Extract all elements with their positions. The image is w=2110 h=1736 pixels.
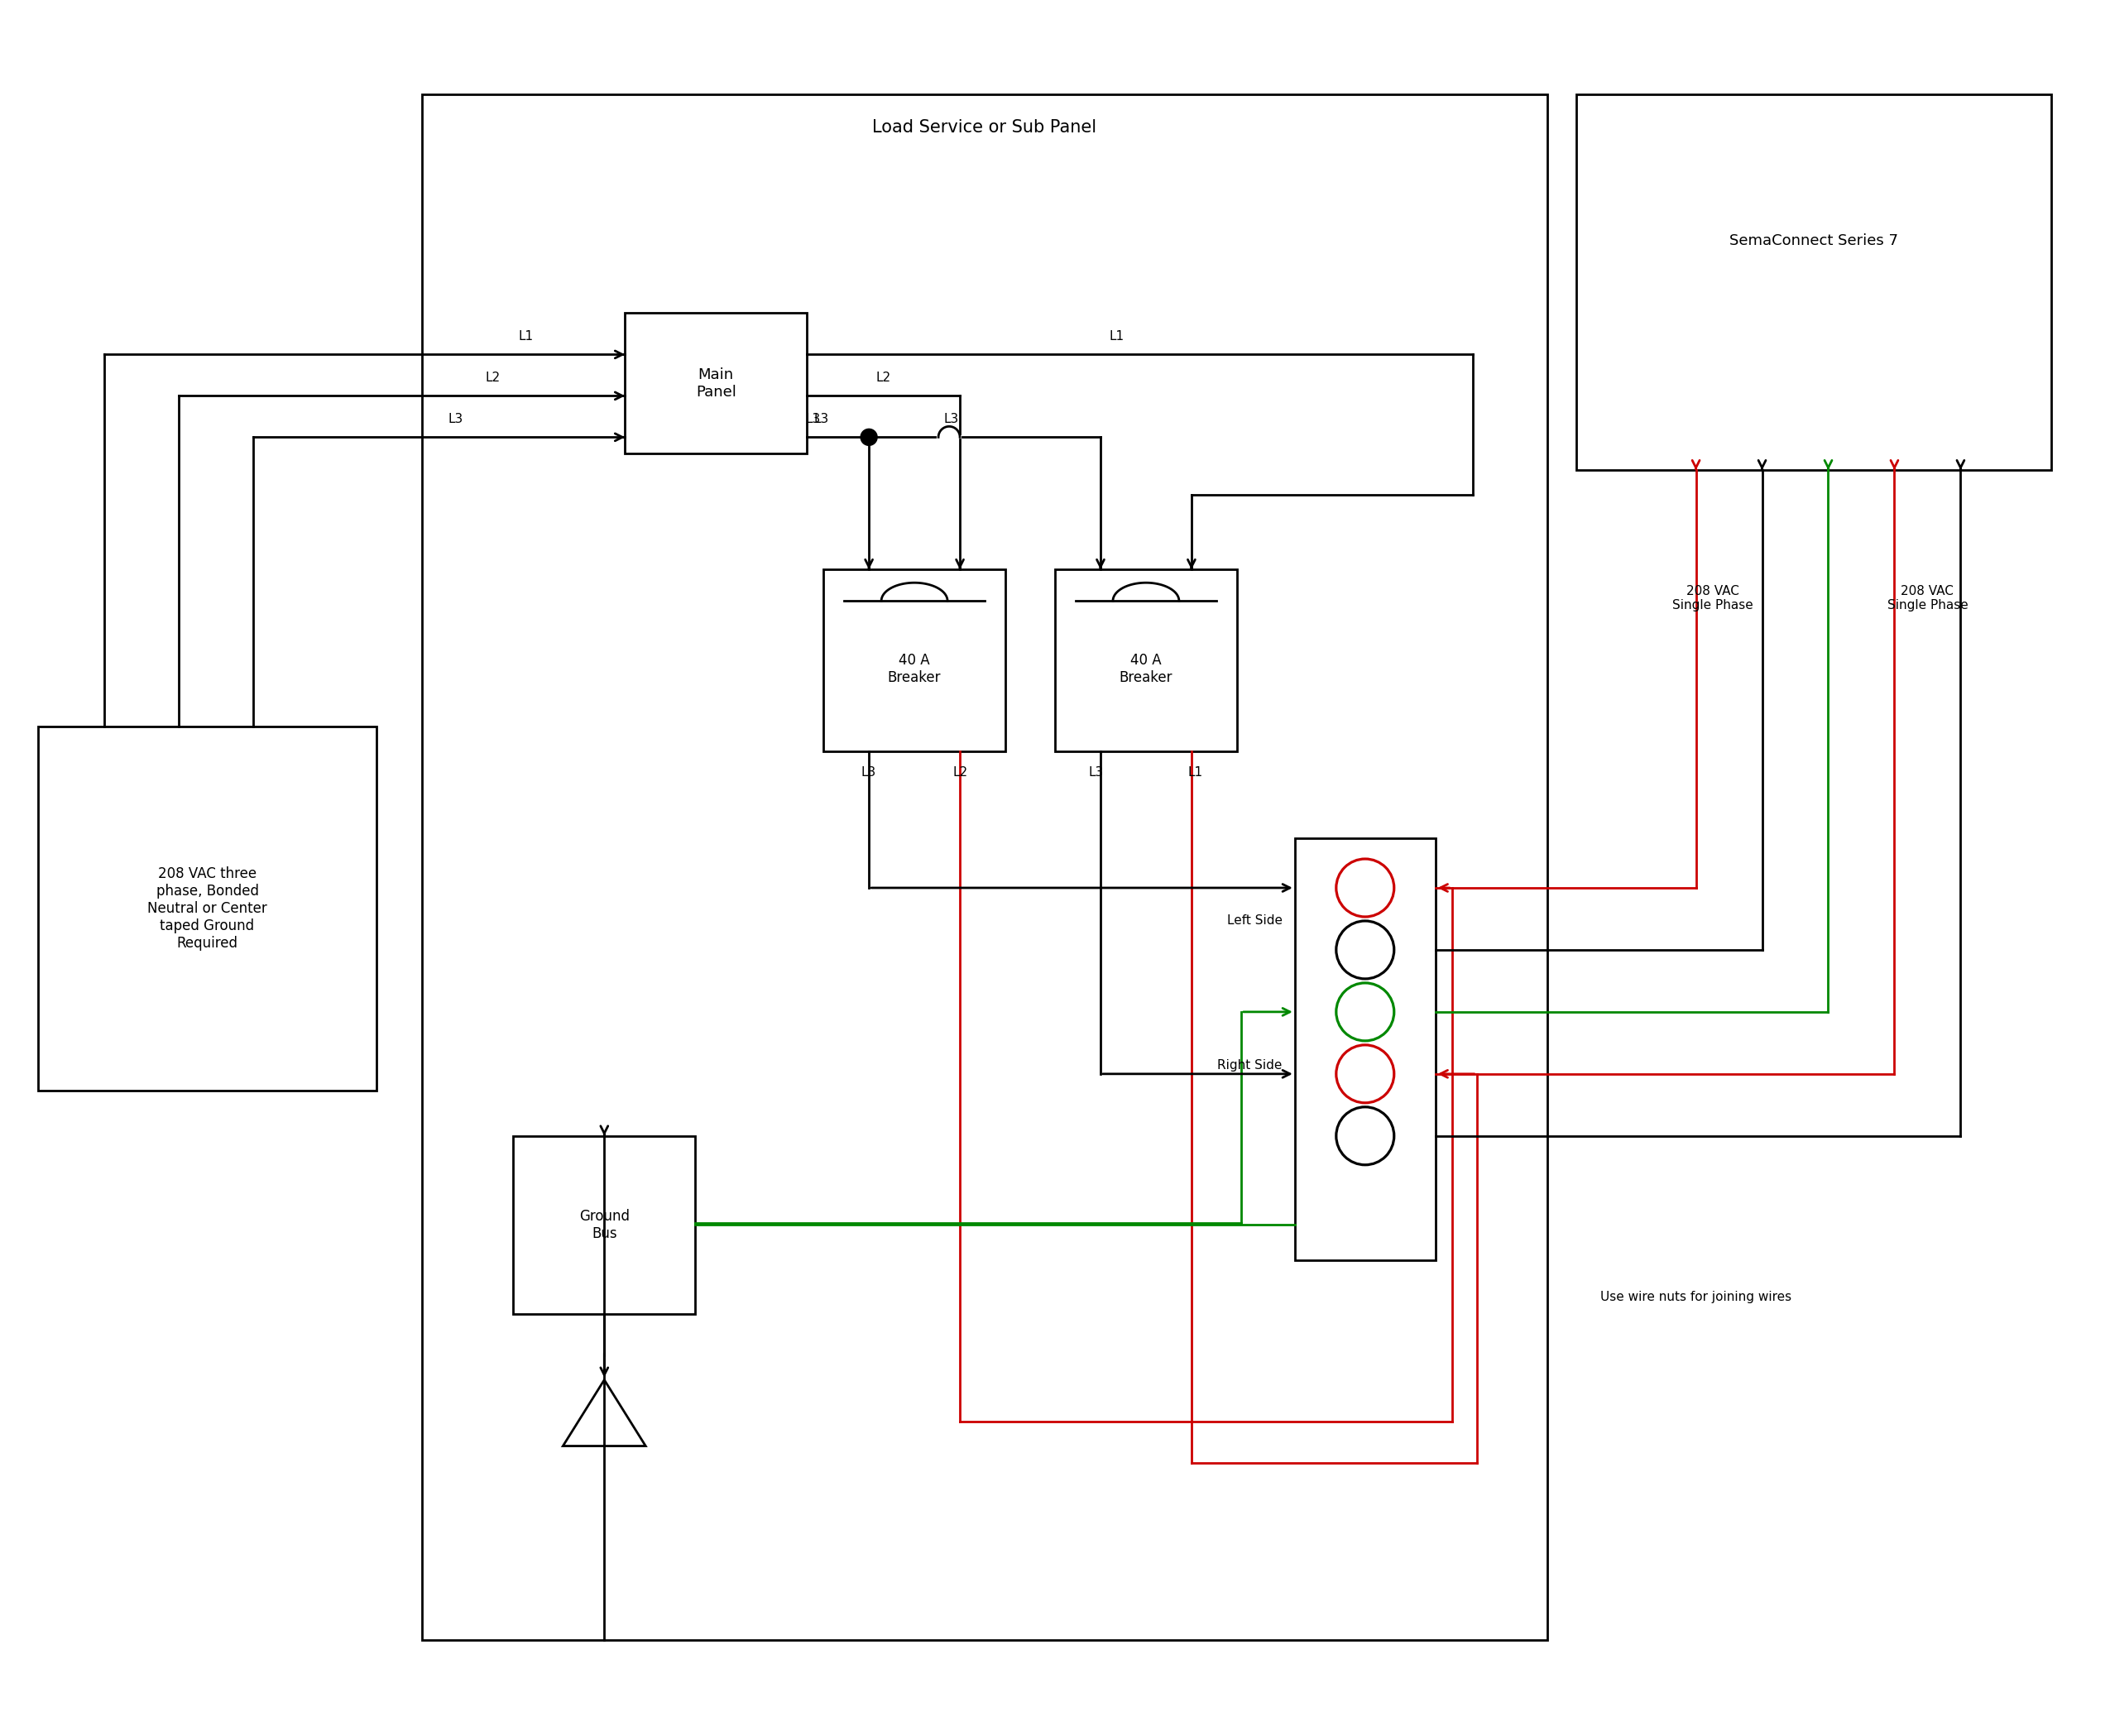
FancyBboxPatch shape — [625, 312, 806, 453]
Text: Left Side: Left Side — [1228, 915, 1283, 927]
Text: L3: L3 — [447, 413, 462, 425]
Text: L1: L1 — [1188, 766, 1203, 778]
Text: Ground
Bus: Ground Bus — [578, 1208, 629, 1241]
FancyBboxPatch shape — [1576, 94, 2051, 470]
Text: L3: L3 — [1089, 766, 1104, 778]
Text: L1: L1 — [1110, 330, 1125, 342]
Text: SemaConnect Series 7: SemaConnect Series 7 — [1730, 233, 1899, 248]
Text: 208 VAC
Single Phase: 208 VAC Single Phase — [1886, 585, 1969, 611]
Text: Right Side: Right Side — [1217, 1059, 1283, 1071]
Text: Use wire nuts for joining wires: Use wire nuts for joining wires — [1599, 1292, 1791, 1304]
Text: L1: L1 — [519, 330, 534, 342]
Text: L2: L2 — [485, 372, 500, 384]
FancyBboxPatch shape — [422, 94, 1547, 1641]
Text: 40 A
Breaker: 40 A Breaker — [888, 653, 941, 684]
Text: L3: L3 — [814, 413, 829, 425]
FancyBboxPatch shape — [38, 727, 378, 1090]
Text: 208 VAC three
phase, Bonded
Neutral or Center
taped Ground
Required: 208 VAC three phase, Bonded Neutral or C… — [148, 866, 268, 950]
Circle shape — [861, 429, 878, 446]
FancyBboxPatch shape — [823, 569, 1004, 752]
Text: L2: L2 — [952, 766, 966, 778]
Text: L2: L2 — [876, 372, 890, 384]
Text: Main
Panel: Main Panel — [696, 368, 736, 399]
Text: 208 VAC
Single Phase: 208 VAC Single Phase — [1671, 585, 1753, 611]
FancyBboxPatch shape — [1055, 569, 1236, 752]
FancyBboxPatch shape — [1296, 838, 1435, 1260]
Text: L3: L3 — [806, 413, 821, 425]
FancyBboxPatch shape — [513, 1135, 696, 1314]
Text: 40 A
Breaker: 40 A Breaker — [1118, 653, 1173, 684]
Text: Load Service or Sub Panel: Load Service or Sub Panel — [874, 118, 1097, 135]
Text: L3: L3 — [861, 766, 876, 778]
Text: L3: L3 — [943, 413, 960, 425]
